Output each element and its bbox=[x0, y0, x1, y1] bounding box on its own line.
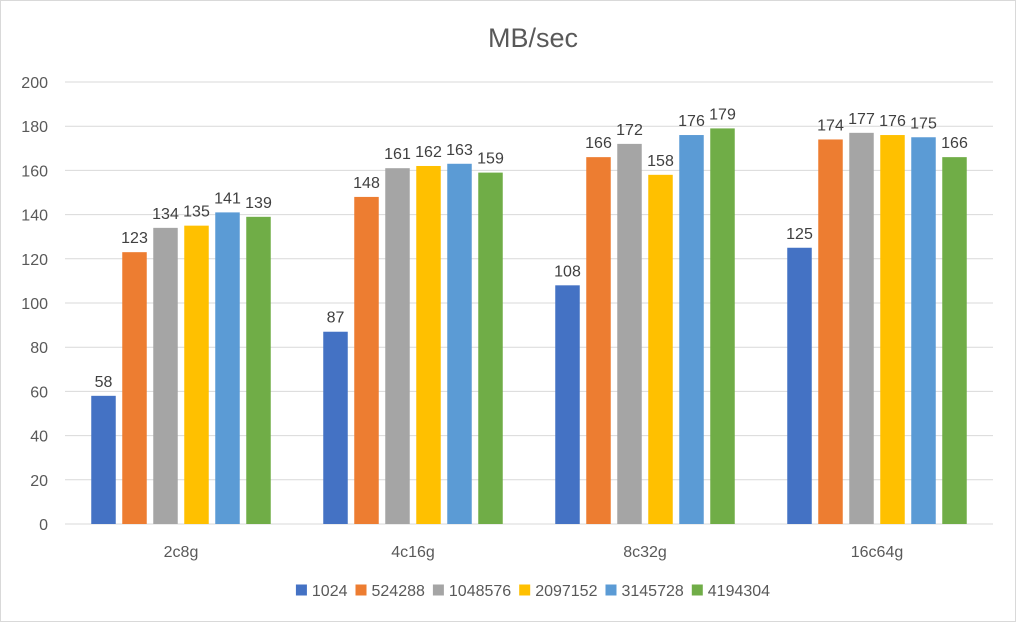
data-label: 125 bbox=[786, 226, 813, 243]
bar bbox=[385, 168, 410, 524]
data-label: 159 bbox=[477, 151, 504, 168]
legend-label: 3145728 bbox=[621, 583, 683, 600]
x-axis-ticks: 2c8g 4c16g 8c32g 16c64g bbox=[164, 544, 904, 561]
x-tick-label: 8c32g bbox=[623, 544, 667, 561]
data-label: 176 bbox=[879, 113, 906, 130]
legend-swatch bbox=[691, 584, 703, 596]
bar bbox=[478, 172, 503, 525]
data-label: 166 bbox=[941, 135, 968, 152]
data-label: 177 bbox=[848, 111, 875, 128]
legend-item: 4194304 bbox=[691, 583, 770, 600]
legend: 1024 524288 1048576 2097152 3145728 4194304 bbox=[295, 583, 770, 600]
data-label: 179 bbox=[709, 106, 736, 123]
chart-title: MB/sec bbox=[488, 23, 578, 53]
data-label: 148 bbox=[353, 175, 380, 192]
bar bbox=[586, 157, 611, 524]
data-label: 123 bbox=[121, 230, 148, 247]
y-tick-label: 60 bbox=[30, 384, 48, 401]
bar bbox=[153, 227, 178, 525]
bar bbox=[555, 285, 580, 524]
legend-label: 1048576 bbox=[449, 583, 511, 600]
data-label: 172 bbox=[616, 122, 643, 139]
bar bbox=[818, 139, 843, 524]
y-tick-label: 120 bbox=[21, 252, 48, 269]
bar bbox=[849, 132, 874, 524]
data-label: 139 bbox=[245, 195, 272, 212]
data-label: 108 bbox=[554, 263, 581, 280]
legend-item: 3145728 bbox=[605, 583, 684, 600]
y-tick-label: 200 bbox=[21, 75, 48, 92]
legend-label: 1024 bbox=[312, 583, 348, 600]
data-label: 134 bbox=[152, 206, 179, 223]
bar bbox=[184, 225, 209, 524]
legend-label: 4194304 bbox=[708, 583, 770, 600]
bar bbox=[710, 128, 735, 524]
data-label: 175 bbox=[910, 115, 937, 132]
data-label: 135 bbox=[183, 204, 210, 221]
legend-swatch bbox=[432, 584, 444, 596]
legend-label: 2097152 bbox=[535, 583, 597, 600]
legend-swatch bbox=[605, 584, 617, 596]
bar bbox=[679, 135, 704, 525]
bar bbox=[122, 252, 147, 525]
y-tick-label: 140 bbox=[21, 208, 48, 225]
bars bbox=[91, 128, 967, 525]
legend-swatch bbox=[519, 584, 531, 596]
bar bbox=[617, 143, 642, 524]
legend-item: 1024 bbox=[295, 583, 348, 600]
x-tick-label: 2c8g bbox=[164, 544, 199, 561]
data-label: 87 bbox=[327, 310, 345, 327]
data-label: 176 bbox=[678, 113, 705, 130]
y-tick-label: 100 bbox=[21, 296, 48, 313]
bar bbox=[91, 395, 116, 524]
y-axis-ticks: 0 20 40 60 80 100 120 140 160 180 200 bbox=[21, 75, 48, 534]
data-label: 161 bbox=[384, 146, 411, 163]
legend-item: 2097152 bbox=[519, 583, 598, 600]
bar bbox=[416, 165, 441, 525]
legend-item: 1048576 bbox=[432, 583, 511, 600]
bar bbox=[323, 331, 348, 524]
y-tick-label: 20 bbox=[30, 473, 48, 490]
bar bbox=[787, 247, 812, 524]
bar bbox=[447, 163, 472, 524]
data-label: 141 bbox=[214, 190, 241, 207]
y-tick-label: 0 bbox=[39, 517, 48, 534]
y-tick-label: 160 bbox=[21, 163, 48, 180]
y-tick-label: 80 bbox=[30, 340, 48, 357]
legend-swatch bbox=[295, 584, 307, 596]
data-label: 162 bbox=[415, 144, 442, 161]
bar bbox=[911, 137, 936, 524]
bar bbox=[648, 174, 673, 524]
x-tick-label: 16c64g bbox=[851, 544, 904, 561]
data-label: 174 bbox=[817, 117, 844, 134]
legend-item: 524288 bbox=[355, 583, 425, 600]
bar bbox=[880, 135, 905, 525]
bar bbox=[354, 196, 379, 525]
bar bbox=[942, 157, 967, 524]
bar bbox=[215, 212, 240, 524]
x-tick-label: 4c16g bbox=[391, 544, 435, 561]
data-label: 58 bbox=[95, 374, 113, 391]
data-label: 158 bbox=[647, 153, 674, 170]
bar bbox=[246, 216, 271, 524]
y-tick-label: 40 bbox=[30, 429, 48, 446]
data-label: 166 bbox=[585, 135, 612, 152]
data-label: 163 bbox=[446, 142, 473, 159]
legend-label: 524288 bbox=[372, 583, 425, 600]
y-tick-label: 180 bbox=[21, 119, 48, 136]
legend-swatch bbox=[355, 584, 367, 596]
